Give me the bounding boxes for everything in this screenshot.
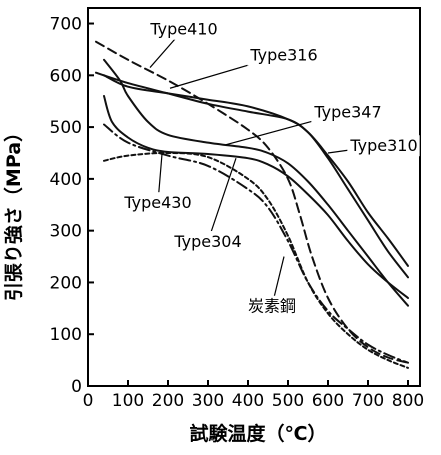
series-line-炭素鋼 [103, 151, 409, 369]
y-tick-label: 400 [50, 170, 82, 190]
series-label: Type430 [123, 193, 191, 212]
y-tick-label: 700 [50, 15, 82, 35]
x-tick-label: 600 [312, 391, 344, 411]
y-tick-label: 500 [50, 118, 82, 138]
series-label-background [311, 101, 384, 123]
series-label-background [245, 295, 299, 317]
series-line-type347 [103, 58, 409, 307]
x-tick-label: 500 [272, 391, 304, 411]
plot-frame [87, 7, 421, 387]
series-line-type410 [95, 40, 409, 364]
x-tick-label: 200 [152, 391, 184, 411]
series-label: Type316 [249, 46, 317, 65]
plot-border [87, 7, 421, 387]
y-tick-label: 300 [50, 222, 82, 242]
label-leader-line [207, 157, 237, 242]
x-tick-label: 100 [112, 391, 144, 411]
series-label-background [121, 192, 194, 214]
y-tick-label: 100 [50, 325, 82, 345]
series-line-type430 [103, 123, 409, 364]
series-labels: Type410 Type316 Type347 Type310 Type430 Type3… [121, 18, 420, 317]
series-label: Type304 [173, 232, 241, 251]
series-label: Type410 [149, 20, 217, 39]
series-label: Type347 [313, 103, 381, 122]
x-tick-label: 400 [232, 391, 264, 411]
y-tick-label: 200 [50, 273, 82, 293]
x-tick-label: 300 [192, 391, 224, 411]
axis-ticks: 0 100 200 300 400 500 600 700 800 0 100 200 300 400 50… [50, 15, 425, 411]
series-label-background [347, 135, 420, 157]
series-label-background [147, 18, 220, 40]
x-tick-label: 700 [352, 391, 384, 411]
y-tick-label: 0 [71, 377, 82, 397]
x-axis-title: 試験温度（℃） [189, 422, 326, 445]
series-label-background [247, 44, 320, 66]
series-label: 炭素鋼 [248, 297, 296, 316]
x-tick-label: 0 [83, 391, 94, 411]
x-tick-label: 800 [392, 391, 424, 411]
series-label-background [171, 231, 244, 253]
series-label: Type310 [349, 136, 417, 155]
y-axis-title: 引張り強さ（MPa） [2, 123, 25, 301]
y-tick-label: 600 [50, 66, 82, 86]
series-line-type304 [103, 95, 409, 299]
